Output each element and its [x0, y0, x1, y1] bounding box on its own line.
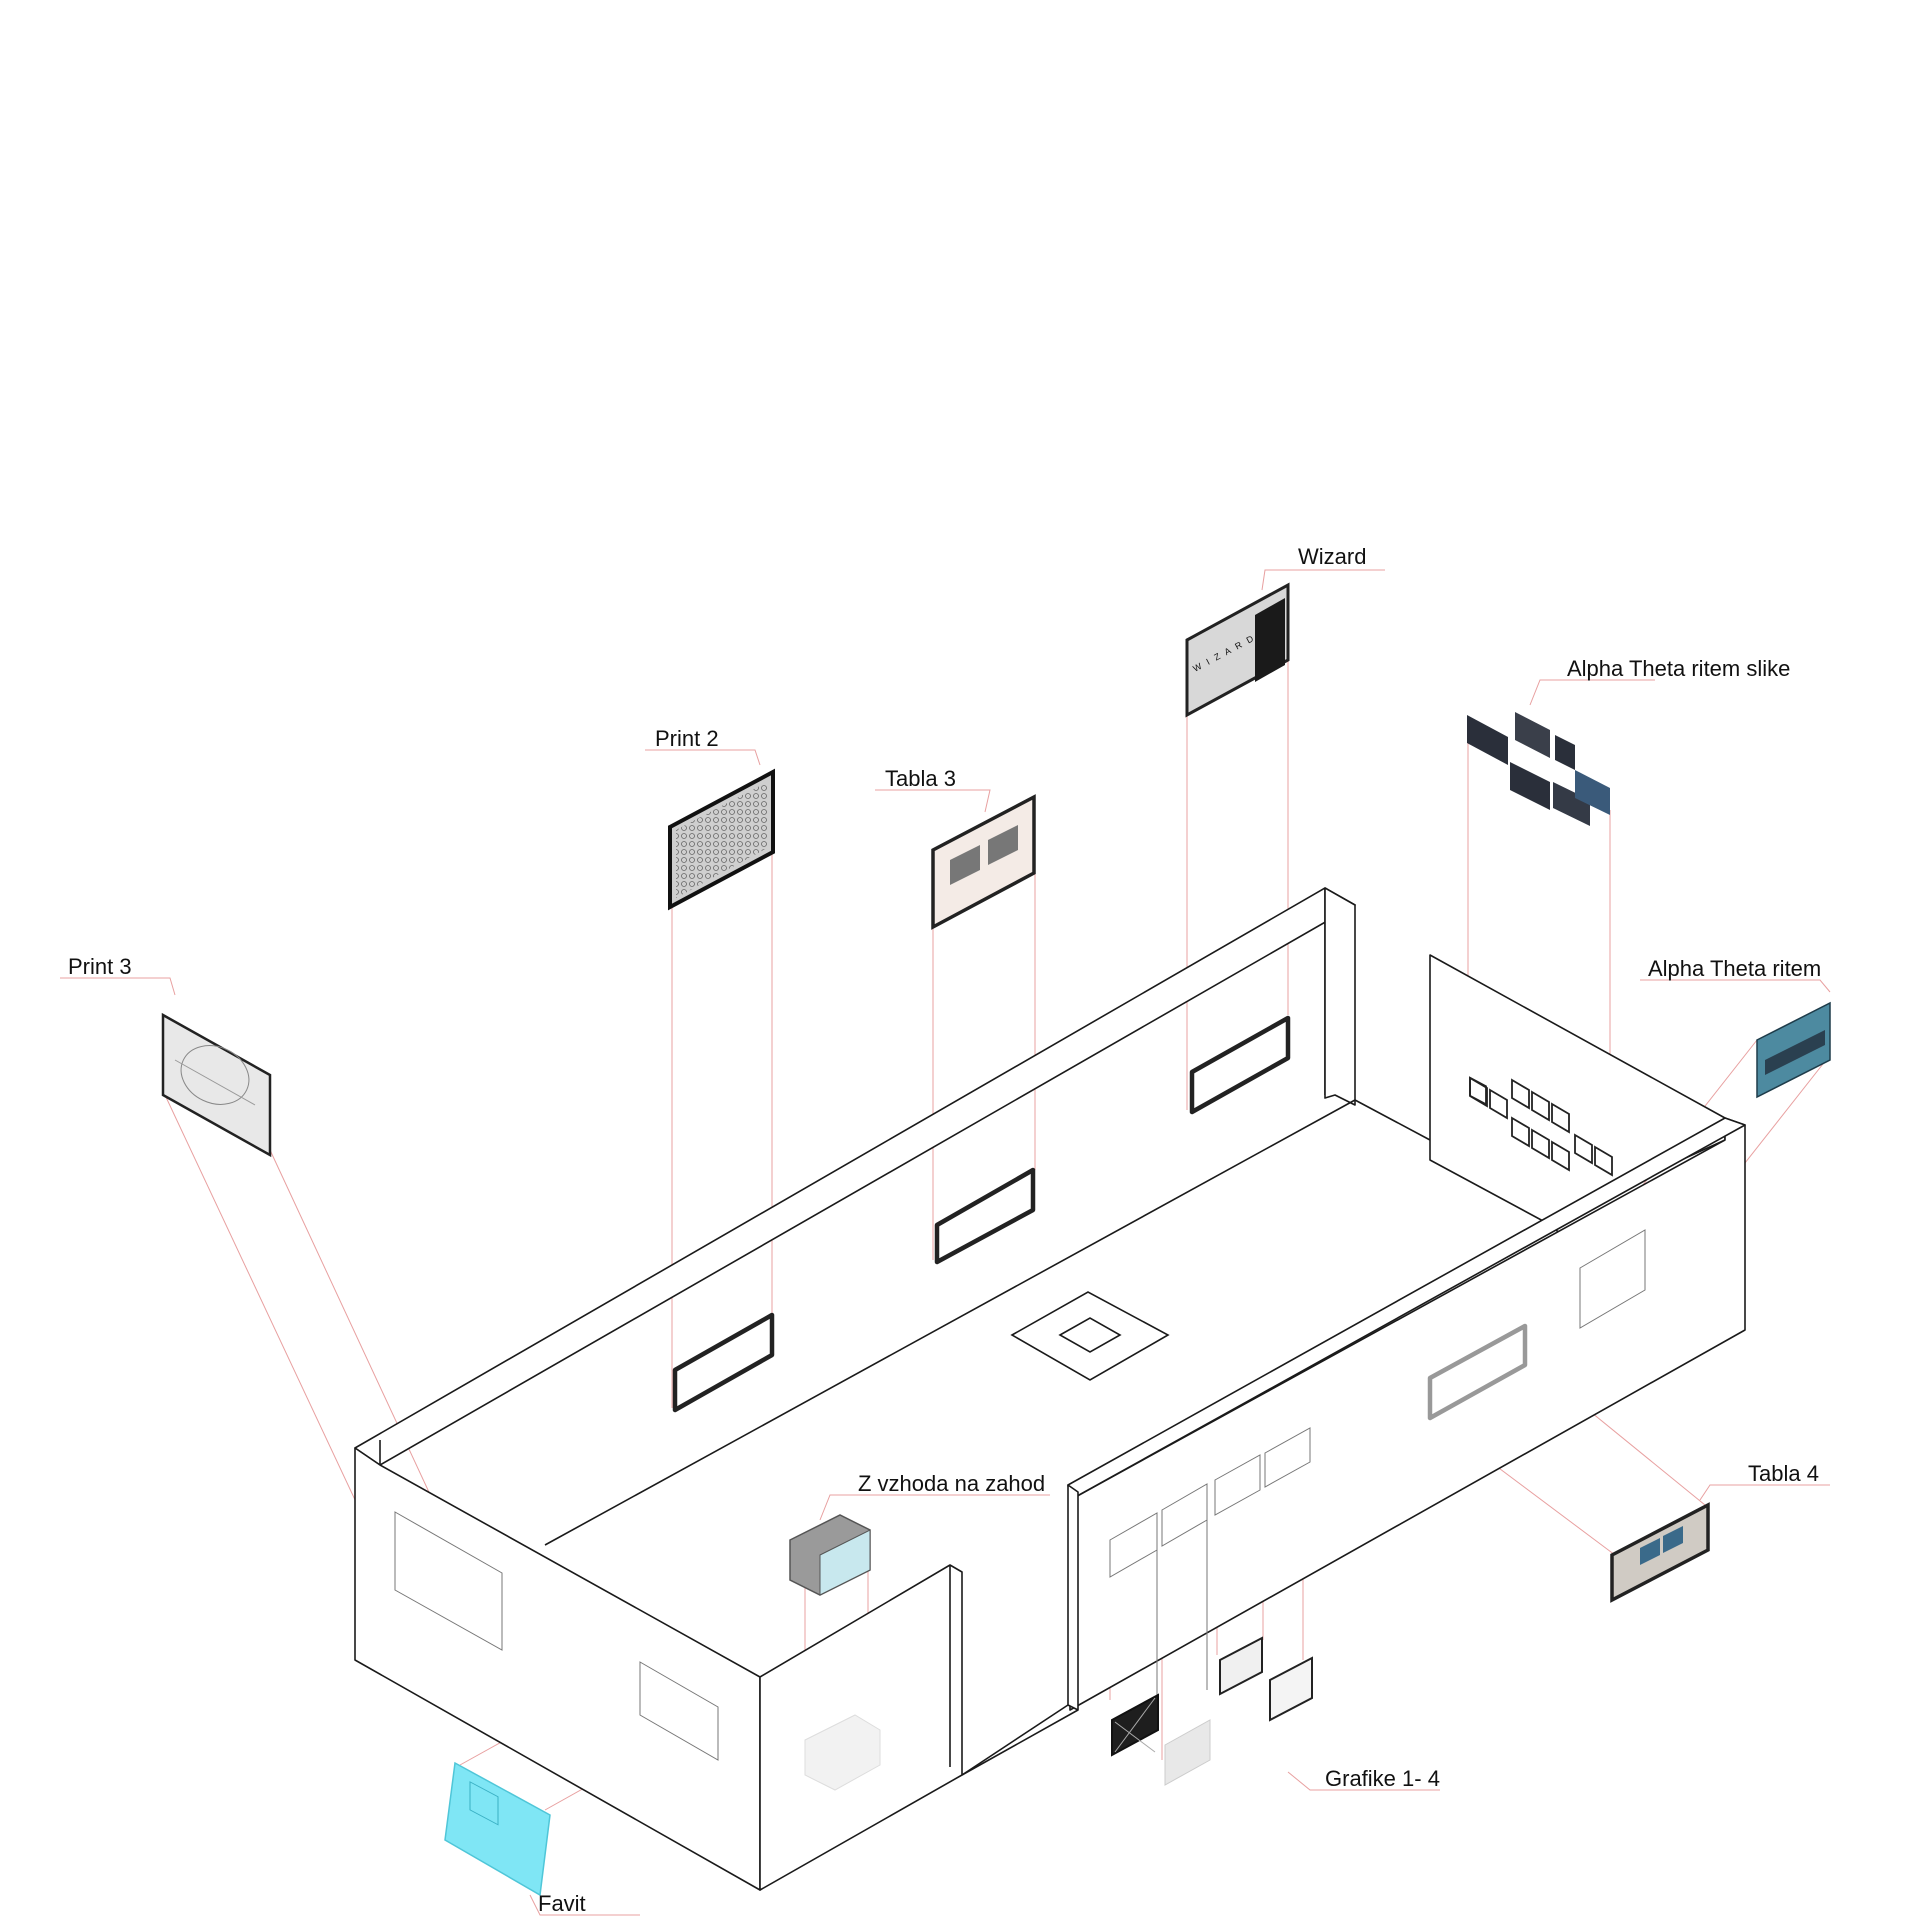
labels: Wizard Alpha Theta ritem slike Print 2 T…: [68, 544, 1821, 1916]
artwork-alpha-theta-slike: [1467, 712, 1610, 826]
label-grafike: Grafike 1- 4: [1325, 1766, 1440, 1791]
wall-frames: [672, 1015, 1528, 1421]
outline-frames: [394, 1229, 1646, 1761]
alpha-theta-wall-grid: [1469, 1076, 1613, 1177]
right-end-wall: [1069, 1117, 1746, 1711]
frame-wizard-wall: [1189, 1015, 1291, 1115]
front-left-wall: [354, 1447, 761, 1891]
room-walls: [354, 887, 1746, 1891]
floor-skylight-outer: [1010, 1291, 1170, 1381]
artwork-z-vzhoda-projector: [789, 1514, 881, 1791]
label-print2: Print 2: [655, 726, 719, 751]
label-favit: Favit: [538, 1891, 586, 1916]
artwork-print3: [161, 1012, 272, 1158]
artwork-alpha-theta: [1756, 1001, 1831, 1099]
artwork-print2: [668, 768, 775, 911]
label-print3: Print 3: [68, 954, 132, 979]
label-wizard: Wizard: [1298, 544, 1366, 569]
frame-tabla3-wall: [934, 1167, 1036, 1265]
artwork-grafike: [1111, 1636, 1313, 1786]
frame-tabla4-wall: [1427, 1323, 1528, 1421]
artwork-favit: [444, 1761, 551, 1897]
floor-skylight-inner: [1058, 1317, 1122, 1353]
label-tabla4: Tabla 4: [1748, 1461, 1819, 1486]
wall-pillar: [1324, 887, 1356, 1106]
label-tabla3: Tabla 3: [885, 766, 956, 791]
artwork-tabla3: [931, 794, 1036, 930]
frame-print2-wall: [672, 1312, 775, 1413]
artwork-tabla4: [1610, 1502, 1710, 1603]
label-z-vzhoda: Z vzhoda na zahod: [858, 1471, 1045, 1496]
label-alpha-theta-slike: Alpha Theta ritem slike: [1567, 656, 1790, 681]
artwork-wizard: W I Z A R D: [1185, 582, 1290, 718]
front-right-wall: [1067, 1484, 1079, 1711]
back-wall-top: [354, 887, 1356, 1466]
label-alpha-theta: Alpha Theta ritem: [1648, 956, 1821, 981]
